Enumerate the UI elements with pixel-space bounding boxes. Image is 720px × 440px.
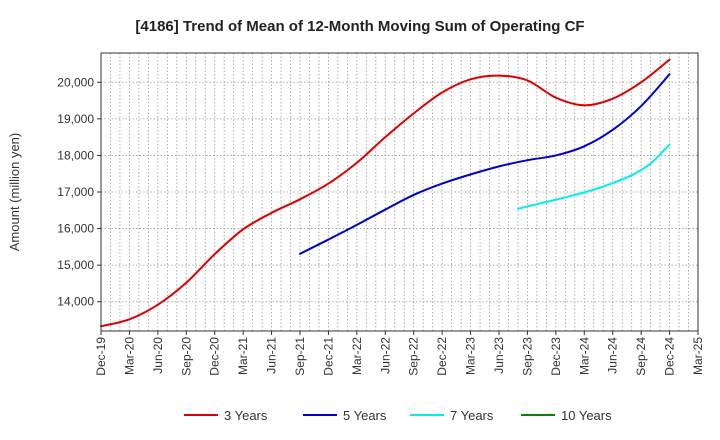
x-tick-label: Jun-21 <box>265 337 279 374</box>
series-line-3-years <box>100 58 671 328</box>
chart-title: [4186] Trend of Mean of 12-Month Moving … <box>135 18 584 35</box>
x-tick-label: Jun-22 <box>378 337 392 374</box>
x-tick-label: Mar-25 <box>691 337 705 375</box>
x-tick-label: Dec-23 <box>549 337 563 376</box>
x-tick-label: Sep-21 <box>293 337 307 376</box>
x-tick-label: Dec-22 <box>435 337 449 376</box>
x-tick-label: Dec-24 <box>663 337 677 376</box>
series-line-5-years <box>299 73 671 255</box>
series-layer <box>100 58 671 328</box>
x-tick-label: Mar-21 <box>236 337 250 375</box>
y-axis-label: Amount (million yen) <box>7 133 22 252</box>
x-tick-label: Sep-24 <box>634 337 648 376</box>
x-tick-label: Jun-20 <box>151 337 165 374</box>
x-tick-label: Sep-23 <box>520 337 534 376</box>
legend-label-3-years: 3 Years <box>224 408 268 423</box>
x-tick-label: Mar-20 <box>122 337 136 375</box>
x-tick-label: Jun-23 <box>492 337 506 374</box>
y-tick-label: 19,000 <box>57 112 94 126</box>
y-tick-label: 14,000 <box>57 295 94 309</box>
x-tick-label: Mar-23 <box>464 337 478 375</box>
x-tick-label: Dec-21 <box>321 337 335 376</box>
x-axis-ticks: Dec-19 Mar-20 Jun-20 Sep-20 Dec-20 Mar-21 Jun-… <box>94 331 705 376</box>
x-tick-label: Jun-24 <box>606 337 620 374</box>
legend-label-10-years: 10 Years <box>561 408 612 423</box>
x-tick-label: Mar-22 <box>350 337 364 375</box>
legend: 3 Years 5 Years 7 Years 10 Years <box>184 408 612 423</box>
y-tick-label: 20,000 <box>57 75 94 89</box>
y-tick-label: 15,000 <box>57 258 94 272</box>
legend-label-7-years: 7 Years <box>450 408 494 423</box>
grid-lines <box>101 53 698 331</box>
y-axis-ticks: 14,000 15,000 16,000 17,000 18,000 19,000 20,0… <box>57 75 101 309</box>
y-tick-label: 18,000 <box>57 148 94 162</box>
x-tick-label: Sep-22 <box>407 337 421 376</box>
x-tick-label: Sep-20 <box>179 337 193 376</box>
x-tick-label: Dec-20 <box>208 337 222 376</box>
x-tick-label: Mar-24 <box>577 337 591 375</box>
legend-label-5-years: 5 Years <box>343 408 387 423</box>
y-tick-label: 17,000 <box>57 185 94 199</box>
y-tick-label: 16,000 <box>57 222 94 236</box>
x-tick-label: Dec-19 <box>94 337 108 376</box>
series-line-7-years <box>516 143 671 210</box>
